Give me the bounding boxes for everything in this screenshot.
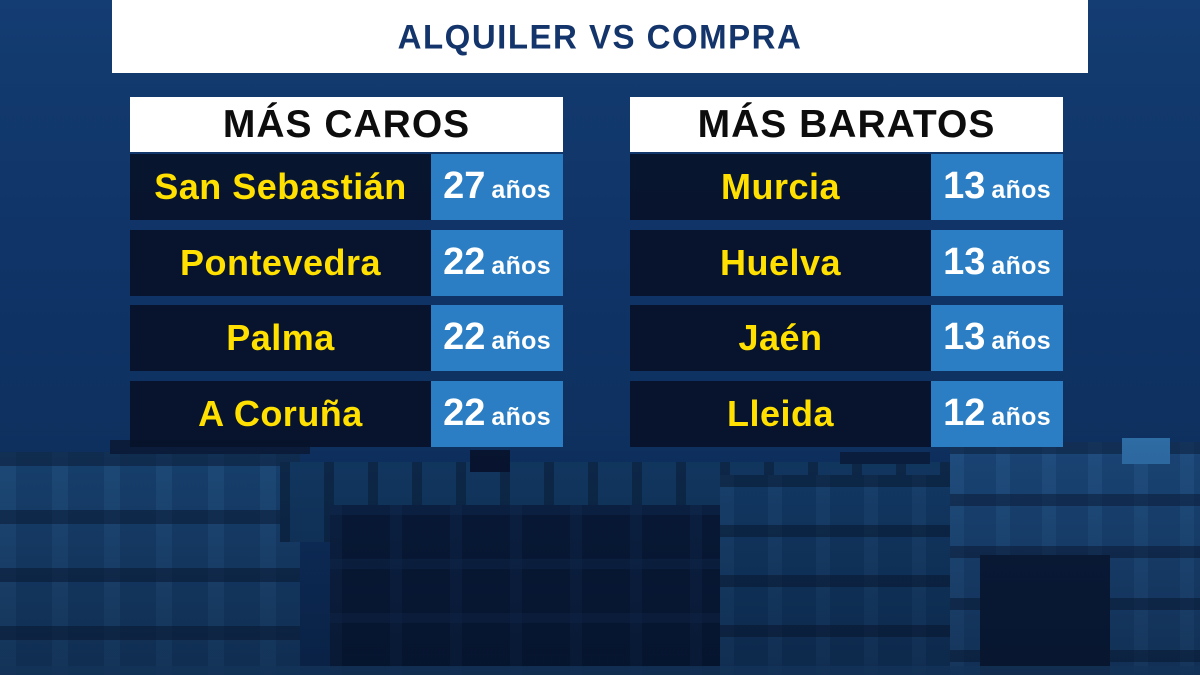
table-row: Jaén 13 años bbox=[630, 305, 1063, 371]
column-header-mas-caros: MÁS CAROS bbox=[130, 97, 563, 152]
city-name: Palma bbox=[226, 317, 335, 358]
value-unit: años bbox=[991, 176, 1051, 204]
value-box: 12 años bbox=[931, 381, 1063, 447]
table-row: San Sebastián 27 años bbox=[130, 154, 563, 220]
decorative-street bbox=[0, 666, 1200, 675]
value-number: 13 bbox=[943, 316, 986, 358]
table-row: Lleida 12 años bbox=[630, 381, 1063, 447]
decorative-building bbox=[720, 475, 960, 675]
value-number: 13 bbox=[943, 241, 986, 283]
decorative-building bbox=[980, 555, 1110, 675]
value-unit: años bbox=[491, 252, 551, 280]
value-unit: años bbox=[491, 176, 551, 204]
title-bar: ALQUILER VS COMPRA bbox=[112, 0, 1088, 73]
value-box: 22 años bbox=[431, 381, 563, 447]
value-number: 22 bbox=[443, 241, 486, 283]
value-number: 27 bbox=[443, 165, 486, 207]
table-row: Pontevedra 22 años bbox=[130, 230, 563, 296]
decorative-building bbox=[330, 505, 720, 675]
city-name: Lleida bbox=[726, 393, 835, 434]
column-header-mas-baratos: MÁS BARATOS bbox=[630, 97, 1063, 152]
decorative-chimney bbox=[470, 450, 510, 472]
decorative-building bbox=[0, 452, 300, 675]
city-name: San Sebastián bbox=[154, 166, 407, 207]
page-title: ALQUILER VS COMPRA bbox=[397, 16, 803, 56]
city-name: Jaén bbox=[738, 317, 823, 358]
value-unit: años bbox=[991, 252, 1051, 280]
city-name: Murcia bbox=[720, 166, 841, 207]
value-box: 22 años bbox=[431, 230, 563, 296]
value-unit: años bbox=[491, 403, 551, 431]
value-box: 27 años bbox=[431, 154, 563, 220]
value-box: 13 años bbox=[931, 230, 1063, 296]
city-name: Huelva bbox=[719, 242, 842, 283]
value-box: 13 años bbox=[931, 154, 1063, 220]
background-dim-overlay bbox=[0, 430, 1200, 675]
city-name: A Coruña bbox=[198, 393, 363, 434]
value-unit: años bbox=[991, 403, 1051, 431]
table-row: Huelva 13 años bbox=[630, 230, 1063, 296]
table-row: Murcia 13 años bbox=[630, 154, 1063, 220]
table-row: A Coruña 22 años bbox=[130, 381, 563, 447]
value-box: 13 años bbox=[931, 305, 1063, 371]
value-unit: años bbox=[491, 327, 551, 355]
value-number: 22 bbox=[443, 392, 486, 434]
table-row: Palma 22 años bbox=[130, 305, 563, 371]
decorative-sky-patch bbox=[1122, 438, 1170, 464]
value-number: 12 bbox=[943, 392, 986, 434]
value-unit: años bbox=[991, 327, 1051, 355]
value-number: 13 bbox=[943, 165, 986, 207]
value-number: 22 bbox=[443, 316, 486, 358]
value-box: 22 años bbox=[431, 305, 563, 371]
city-name: Pontevedra bbox=[179, 242, 382, 283]
decorative-rooftop bbox=[840, 452, 930, 464]
